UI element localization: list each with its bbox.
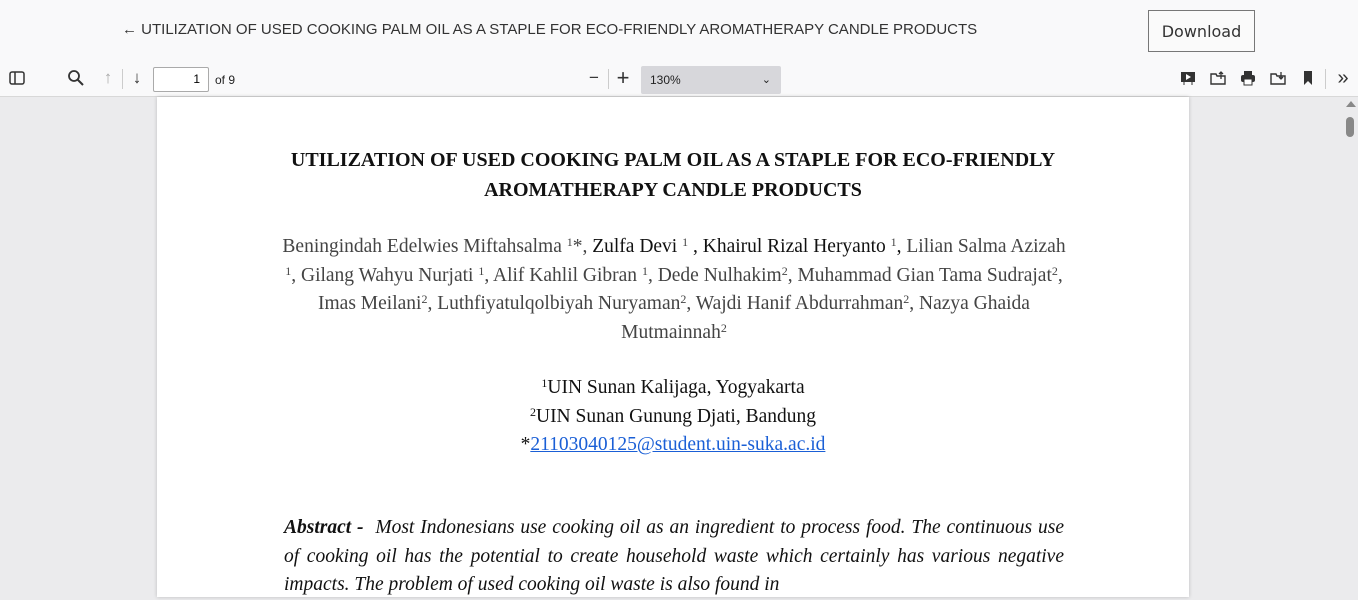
divider	[608, 69, 609, 89]
author: Beningindah Edelwies Miftahsalma 1*,	[282, 235, 593, 257]
tools-menu-icon[interactable]: »	[1337, 66, 1349, 89]
abstract-label: Abstract -	[284, 517, 364, 538]
zoom-in-icon[interactable]: +	[616, 65, 630, 90]
back-link[interactable]: ← UTILIZATION OF USED COOKING PALM OIL A…	[122, 21, 977, 38]
abstract: Abstract - Most Indonesians use cooking …	[284, 514, 1064, 600]
print-icon[interactable]	[1238, 68, 1258, 88]
author: Lilian Salma Azizah 1,	[285, 236, 1066, 286]
save-icon[interactable]	[1268, 68, 1288, 88]
page-number-input[interactable]: 1	[153, 67, 209, 92]
title-line: UTILIZATION OF USED COOKING PALM OIL AS …	[290, 149, 1056, 171]
scrollbar[interactable]	[1342, 97, 1358, 592]
scroll-thumb[interactable]	[1346, 117, 1354, 137]
presentation-mode-icon[interactable]	[1178, 68, 1198, 88]
document-title: UTILIZATION OF USED COOKING PALM OIL AS …	[141, 21, 978, 38]
previous-page-icon[interactable]: ↑	[103, 68, 113, 87]
author: Luthfiyatulqolbiyah Nuryaman2,	[437, 292, 696, 314]
abstract-text: Most Indonesians use cooking oil as an i…	[284, 517, 1065, 595]
next-page-icon[interactable]: ↓	[132, 68, 142, 87]
pdf-page: UTILIZATION OF USED COOKING PALM OIL AS …	[157, 97, 1189, 597]
title-line: AROMATHERAPY CANDLE PRODUCTS	[484, 179, 862, 201]
zoom-select[interactable]: 130% ⌄	[641, 66, 781, 94]
corresponding-email: *21103040125@student.uin-suka.ac.id	[520, 434, 826, 455]
author-list: Beningindah Edelwies Miftahsalma 1*, Zul…	[282, 233, 1066, 347]
divider	[122, 69, 123, 89]
author: Alif Kahlil Gibran 1,	[493, 263, 658, 286]
author: Nazya Ghaida Mutmainnah2	[621, 293, 1030, 343]
zoom-out-icon[interactable]: −	[589, 68, 599, 87]
author: Zulfa Devi 1 ,	[592, 235, 703, 257]
author: Muhammad Gian Tama Sudrajat2,	[797, 263, 1063, 286]
affiliation: 2UIN Sunan Gunung Djati, Bandung	[529, 404, 817, 427]
author: Dede Nulhakim2,	[657, 263, 798, 286]
back-arrow-icon: ←	[122, 21, 137, 38]
email-link[interactable]: 21103040125@student.uin-suka.ac.id	[530, 434, 826, 455]
bookmark-icon[interactable]	[1298, 68, 1318, 88]
author: Wajdi Hanif Abdurrahman2,	[695, 292, 919, 314]
zoom-value: 130%	[650, 73, 681, 87]
open-file-icon[interactable]	[1208, 68, 1228, 88]
search-icon[interactable]	[66, 68, 86, 88]
scroll-up-icon[interactable]	[1346, 101, 1356, 107]
author: Gilang Wahyu Nurjati 1,	[300, 263, 493, 286]
download-button[interactable]: Download	[1148, 10, 1255, 52]
paper-title: UTILIZATION OF USED COOKING PALM OIL AS …	[157, 145, 1189, 205]
divider	[1325, 69, 1326, 89]
affiliations: 1UIN Sunan Kalijaga, Yogyakarta 2UIN Sun…	[157, 374, 1189, 460]
sidebar-toggle-icon[interactable]	[7, 68, 27, 88]
author: Imas Meilani2,	[318, 292, 438, 314]
affiliation: 1UIN Sunan Kalijaga, Yogyakarta	[541, 376, 805, 398]
page-count: of 9	[215, 73, 236, 87]
viewer-header: ← UTILIZATION OF USED COOKING PALM OIL A…	[0, 0, 1358, 60]
chevron-down-icon: ⌄	[761, 74, 771, 86]
author: Khairul Rizal Heryanto 1,	[702, 235, 907, 257]
